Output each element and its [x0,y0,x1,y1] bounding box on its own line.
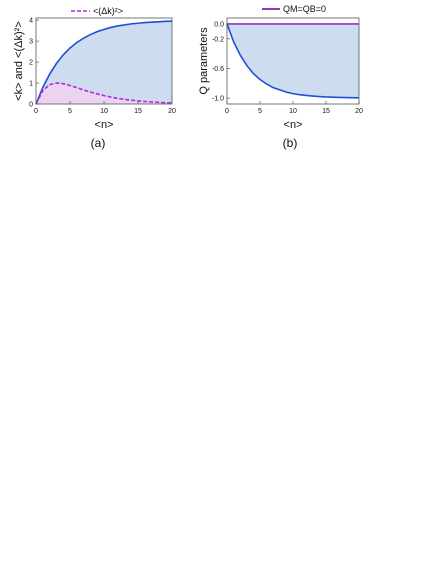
ytick-label-a-3: 3 [29,39,33,46]
xtick-label-a-0: 0 [34,108,38,115]
panel-b-fills [227,23,359,98]
panel-a-legend: <(Δk)²> [71,6,123,16]
ytick-label-a-1: 1 [29,81,33,88]
panel-a: 0 5 10 15 20 0 1 2 3 4 <(Δk)²> <n> <k> and <(Δk)²… [13,6,176,150]
series-line-a-0 [35,20,173,105]
xtick-label-a-4: 20 [168,108,176,115]
panel-a-lines [35,20,173,105]
panel-b: 0 5 10 15 20 0.0 -0.2 -0.6 -1.0 QM=QB=0 <n> Q pa… [198,4,363,150]
panel-b-xlabel: <n> [284,119,303,131]
ytick-label-b-0: 0.0 [214,21,224,28]
ytick-label-a-0: 0 [29,102,33,109]
panel-a-xlabel: <n> [95,119,114,131]
panel-b-lines [226,23,360,99]
panel-b-ticks: 0 5 10 15 20 0.0 -0.2 -0.6 -1.0 [212,21,363,115]
panel-b-ylabel: Q parameters [198,27,210,95]
panel-a-caption: (a) [91,136,106,150]
series-line-a-1 [35,82,173,105]
series-fill-b-1 [227,23,359,98]
ytick-label-a-4: 4 [29,18,33,25]
series-fill-a-1 [36,83,172,104]
panel-a-fills [36,21,172,104]
legend-label-a: <(Δk)²> [93,6,123,16]
legend-label-b: QM=QB=0 [283,4,326,14]
xtick-label-b-3: 15 [322,108,330,115]
ytick-label-b-3: -1.0 [212,96,224,103]
xtick-label-a-2: 10 [100,108,108,115]
series-fill-a-0 [36,21,172,104]
xtick-label-a-3: 15 [134,108,142,115]
ytick-label-b-2: -0.6 [212,66,224,73]
panel-a-ticks: 0 5 10 15 20 0 1 2 3 4 [29,18,176,115]
xtick-label-a-1: 5 [68,108,72,115]
ytick-label-a-2: 2 [29,60,33,67]
ytick-label-b-1: -0.2 [212,36,224,43]
xtick-label-b-1: 5 [258,108,262,115]
series-line-b-1 [226,23,360,99]
panel-b-legend: QM=QB=0 [262,4,326,14]
xtick-label-b-0: 0 [225,108,229,115]
xtick-label-b-2: 10 [289,108,297,115]
xtick-label-b-4: 20 [355,108,363,115]
panel-a-ylabel: <k> and <(Δk)²> [13,21,25,101]
panel-b-caption: (b) [283,136,298,150]
